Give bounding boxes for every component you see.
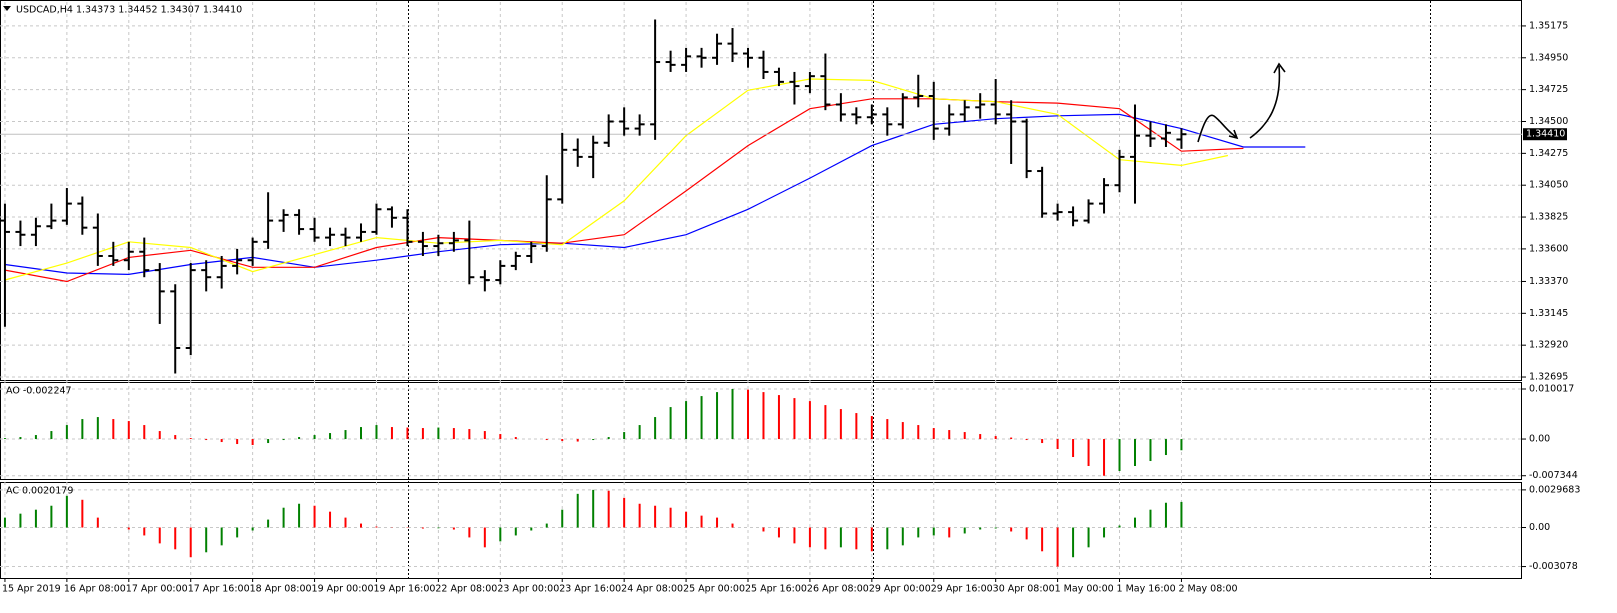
x-tick-label: 24 Apr 08:00 [621, 584, 683, 595]
ao-panel-frame [0, 382, 1522, 480]
x-tick-label: 1 May 16:00 [1117, 584, 1176, 595]
current-price-label: 1.34410 [1526, 129, 1565, 140]
ac-panel-frame [0, 482, 1522, 579]
y-tick-label: -0.007344 [1529, 470, 1578, 481]
x-tick-label: 25 Apr 00:00 [683, 584, 745, 595]
y-tick-label: 1.35175 [1529, 20, 1568, 31]
y-tick-label: 1.33370 [1529, 276, 1568, 287]
y-tick-label: 1.34275 [1529, 148, 1568, 159]
x-tick-label: 23 Apr 00:00 [497, 584, 559, 595]
x-tick-label: 17 Apr 16:00 [188, 584, 250, 595]
x-tick-label: 18 Apr 08:00 [250, 584, 312, 595]
x-tick-label: 25 Apr 16:00 [745, 584, 807, 595]
title-icon [3, 6, 11, 11]
x-tick-label: 30 Apr 08:00 [993, 584, 1055, 595]
x-tick-label: 19 Apr 00:00 [312, 584, 374, 595]
y-tick-label: 1.34050 [1529, 180, 1568, 191]
panel-frames [0, 0, 1522, 579]
arrow-curve [1249, 65, 1281, 139]
y-tick-label: 0.00 [1529, 434, 1550, 445]
y-tick-label: 0.00 [1529, 522, 1550, 533]
arrow-curve [1197, 114, 1237, 143]
y-tick-label: 1.33825 [1529, 212, 1568, 223]
x-tick-label: 22 Apr 08:00 [435, 584, 497, 595]
y-tick-label: 1.34950 [1529, 52, 1568, 63]
drawn-arrows [1197, 62, 1286, 143]
arrow-head [1273, 62, 1286, 74]
main-panel-frame [0, 0, 1522, 381]
x-tick-label: 19 Apr 16:00 [373, 584, 435, 595]
y-tick-label: 1.33600 [1529, 243, 1568, 254]
panel-title: AC 0.0020179 [6, 486, 73, 497]
y-tick-label: 1.32920 [1529, 340, 1568, 351]
x-tick-label: 15 Apr 2019 [2, 584, 61, 595]
y-tick-label: 1.32695 [1529, 372, 1568, 383]
y-tick-label: 0.0029683 [1529, 484, 1580, 495]
x-tick-label: 2 May 08:00 [1178, 584, 1237, 595]
arrow-head [1228, 129, 1239, 140]
y-tick-label: 1.33145 [1529, 308, 1568, 319]
y-tick-label: 0.010017 [1529, 384, 1574, 395]
y-tick-label: 1.34500 [1529, 116, 1568, 127]
moving-average [4, 78, 1229, 281]
panel-title: USDCAD,H4 1.34373 1.34452 1.34307 1.3441… [16, 5, 242, 16]
plot-layer: 15 Apr 2019 16 Apr 08:00 17 Apr 00:00 17 Ap… [0, 2, 1580, 595]
x-tick-label: 23 Apr 16:00 [559, 584, 621, 595]
x-tick-label: 16 Apr 08:00 [64, 584, 126, 595]
x-tick-label: 29 Apr 00:00 [869, 584, 931, 595]
x-tick-label: 29 Apr 16:00 [931, 584, 993, 595]
current-price-box [1523, 128, 1567, 141]
x-tick-label: 26 Apr 08:00 [807, 584, 869, 595]
period-separators [408, 1, 1431, 578]
panel-title: AO -0.002247 [6, 386, 72, 397]
x-tick-label: 1 May 00:00 [1055, 584, 1114, 595]
y-tick-label: -0.003078 [1529, 561, 1578, 572]
y-tick-label: 1.34725 [1529, 84, 1568, 95]
x-tick-label: 17 Apr 00:00 [126, 584, 188, 595]
